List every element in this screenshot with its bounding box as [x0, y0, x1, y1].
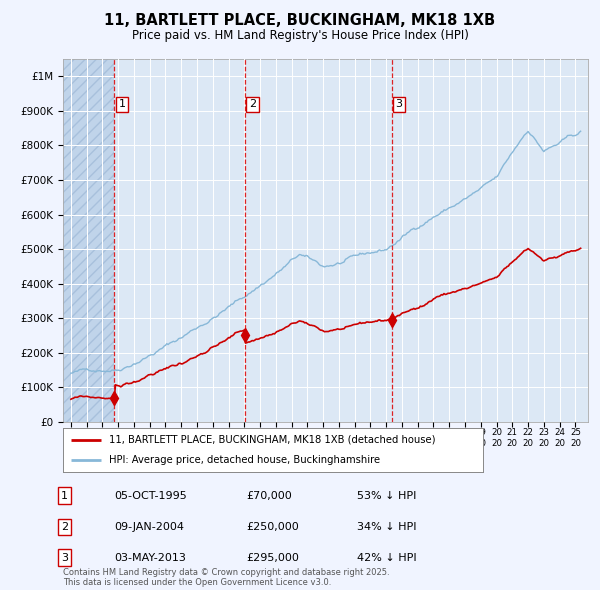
- Text: 03-MAY-2013: 03-MAY-2013: [114, 553, 186, 562]
- Bar: [63, 59, 115, 422]
- Text: 05-OCT-1995: 05-OCT-1995: [114, 491, 187, 500]
- Text: 1: 1: [61, 491, 68, 500]
- Text: Price paid vs. HM Land Registry's House Price Index (HPI): Price paid vs. HM Land Registry's House …: [131, 29, 469, 42]
- Text: 2: 2: [249, 99, 256, 109]
- Text: 11, BARTLETT PLACE, BUCKINGHAM, MK18 1XB: 11, BARTLETT PLACE, BUCKINGHAM, MK18 1XB: [104, 13, 496, 28]
- Text: 11, BARTLETT PLACE, BUCKINGHAM, MK18 1XB (detached house): 11, BARTLETT PLACE, BUCKINGHAM, MK18 1XB…: [109, 435, 436, 445]
- Text: 2: 2: [61, 522, 68, 532]
- Text: 42% ↓ HPI: 42% ↓ HPI: [357, 553, 416, 562]
- Text: 3: 3: [395, 99, 403, 109]
- Text: £250,000: £250,000: [246, 522, 299, 532]
- Text: Contains HM Land Registry data © Crown copyright and database right 2025.
This d: Contains HM Land Registry data © Crown c…: [63, 568, 389, 587]
- Text: 34% ↓ HPI: 34% ↓ HPI: [357, 522, 416, 532]
- Text: 53% ↓ HPI: 53% ↓ HPI: [357, 491, 416, 500]
- Text: HPI: Average price, detached house, Buckinghamshire: HPI: Average price, detached house, Buck…: [109, 455, 380, 465]
- Text: 09-JAN-2004: 09-JAN-2004: [114, 522, 184, 532]
- Text: £70,000: £70,000: [246, 491, 292, 500]
- Text: 1: 1: [118, 99, 125, 109]
- Text: 3: 3: [61, 553, 68, 562]
- Text: £295,000: £295,000: [246, 553, 299, 562]
